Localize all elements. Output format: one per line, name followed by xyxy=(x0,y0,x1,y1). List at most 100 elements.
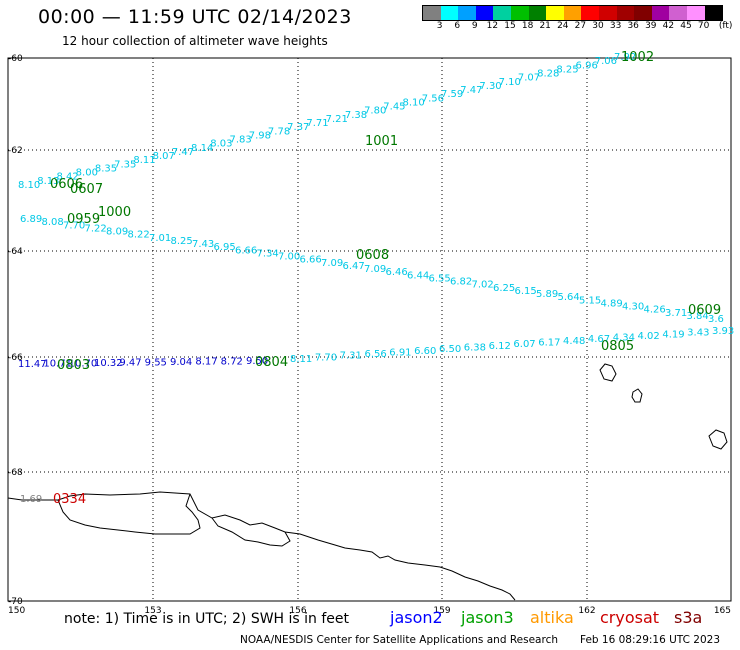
swh-value-track-a: 8.00 xyxy=(76,168,98,179)
swh-value-track-b: 3.6 xyxy=(708,314,724,325)
swh-value-track-b: 4.30 xyxy=(622,302,644,313)
legend-label: 9 xyxy=(471,21,478,31)
swh-value-track-c: 6.12 xyxy=(489,341,511,352)
swh-value-track-b: 6.89 xyxy=(20,214,42,225)
legend-swatch xyxy=(423,6,441,20)
lon-label: 153 xyxy=(144,606,161,616)
swh-value-track-a: 7.78 xyxy=(268,126,290,137)
satellite-altika: altika xyxy=(530,608,574,627)
legend-label: 12 xyxy=(486,21,499,31)
swh-value-track-c: 9.04 xyxy=(170,357,192,368)
coastline xyxy=(7,363,728,601)
swh-value-track-c: 9.55 xyxy=(145,357,167,368)
swh-value-track-a: 7.21 xyxy=(326,114,348,125)
legend-swatch xyxy=(510,6,529,20)
legend-swatch xyxy=(651,6,670,20)
legend-swatch xyxy=(616,6,635,20)
swh-value-track-b: 7.00 xyxy=(278,252,300,263)
swh-value-track-b: 6.82 xyxy=(450,277,472,288)
swh-value-track-a: 7.47 xyxy=(460,85,482,96)
swh-value-track-a: 7.59 xyxy=(441,89,463,100)
swh-value-track-b: 6.25 xyxy=(493,283,515,294)
swh-value-track-c: 6.56 xyxy=(364,349,386,360)
swh-value-track-a: 8.35 xyxy=(95,163,117,174)
swh-value-track-a: 7.56 xyxy=(422,93,444,104)
swh-value-track-c: 10.71 xyxy=(43,359,72,370)
footnote: note: 1) Time is in UTC; 2) SWH is in fe… xyxy=(64,611,350,627)
swh-value-track-c: 6.60 xyxy=(414,346,436,357)
swh-value-track-a: 8.03 xyxy=(210,139,232,150)
legend-swatch xyxy=(528,6,547,20)
swh-value-track-b: 7.43 xyxy=(192,239,214,250)
legend-label: 39 xyxy=(645,21,657,31)
swh-value-track-c: 10.70 xyxy=(69,358,98,369)
legend-unit: (ft) xyxy=(718,21,733,31)
legend-swatch xyxy=(493,6,511,20)
legend-label: 6 xyxy=(454,21,461,31)
swh-value-track-c: 4.67 xyxy=(588,334,610,345)
swh-value-track-a: 7.47 xyxy=(172,147,194,158)
swh-value-track-b: 5.15 xyxy=(579,295,601,306)
swh-value-track-b: 6.66 xyxy=(300,255,322,266)
swh-value-track-b: 3.71 xyxy=(665,308,687,319)
swh-value-track-b: 7.22 xyxy=(85,223,107,234)
swh-value-track-c: 4.48 xyxy=(563,336,585,347)
satellite-jason3: jason3 xyxy=(461,608,514,627)
coastline-mainland xyxy=(7,491,516,601)
pass-time-label: 1002 xyxy=(621,50,654,65)
swh-value-track-b: 7.09 xyxy=(321,258,343,269)
pass-time-label: 0608 xyxy=(356,248,389,263)
coastline-peninsula xyxy=(57,493,201,535)
pass-time-label: 0609 xyxy=(688,303,721,318)
lat-label: -62 xyxy=(8,146,23,156)
legend-swatch xyxy=(669,6,687,20)
swh-value-track-c: 6.17 xyxy=(538,338,560,349)
swh-value-track-b: 8.08 xyxy=(42,217,64,228)
pass-time-label: 0959 xyxy=(67,212,100,227)
lon-label: 150 xyxy=(8,606,25,616)
pass-time-label: 0804 xyxy=(255,355,288,370)
swh-value-track-c: 4.02 xyxy=(638,331,660,342)
island-c xyxy=(708,429,728,450)
swh-value-track-c: 8.17 xyxy=(195,357,217,368)
legend-swatch xyxy=(458,6,476,20)
swh-value-track-b: 4.89 xyxy=(601,298,623,309)
pass-time-label: 0805 xyxy=(601,339,634,354)
swh-value-track-c: 9.47 xyxy=(119,358,141,369)
lon-label: 156 xyxy=(289,606,306,616)
swh-value-track-a: 8.10 xyxy=(18,180,40,191)
lat-label: -64 xyxy=(8,247,23,257)
legend-swatch xyxy=(475,6,494,20)
swh-value-track-c: 4.34 xyxy=(613,333,635,344)
legend-label: 70 xyxy=(697,21,710,31)
legend-label: 21 xyxy=(539,21,551,31)
swh-value-track-b: 4.26 xyxy=(644,305,666,316)
swh-value-track-c: 6.91 xyxy=(389,347,411,358)
swh-value-track-a: 7.98 xyxy=(249,130,271,141)
swh-value-track-b: 7.02 xyxy=(472,280,494,291)
lat-label: -60 xyxy=(8,54,23,64)
swh-value-track-c: 10.32 xyxy=(94,358,123,369)
satellite-cryosat: cryosat xyxy=(600,608,660,627)
satellite-s3a: s3a xyxy=(674,608,703,627)
swh-value-track-b: 6.44 xyxy=(407,270,429,281)
swh-value-track-c: 7.70 xyxy=(315,352,337,363)
legend-label: 36 xyxy=(627,21,639,31)
swh-value-track-b: 6.47 xyxy=(343,261,365,272)
swh-value-track-d: 1.69 xyxy=(20,494,42,505)
pass-time-label: 1001 xyxy=(365,134,398,149)
swh-value-track-a: 7.38 xyxy=(345,110,367,121)
swh-value-track-b: 7.34 xyxy=(257,248,279,259)
swh-value-track-b: 6.46 xyxy=(386,267,408,278)
legend-label: 33 xyxy=(609,21,622,31)
swh-value-track-a: 7.30 xyxy=(479,81,501,92)
legend-label: 3 xyxy=(436,21,443,31)
pass-time-label: 0607 xyxy=(70,182,103,197)
legend-label: 27 xyxy=(574,21,587,31)
legend-label: 15 xyxy=(504,21,516,31)
swh-value-track-a: 8.25 xyxy=(556,64,578,75)
swh-value-track-a: 8.11 xyxy=(133,155,155,166)
swh-value-track-c: 3.93 xyxy=(712,326,734,337)
swh-value-track-a: 7.37 xyxy=(287,122,309,133)
